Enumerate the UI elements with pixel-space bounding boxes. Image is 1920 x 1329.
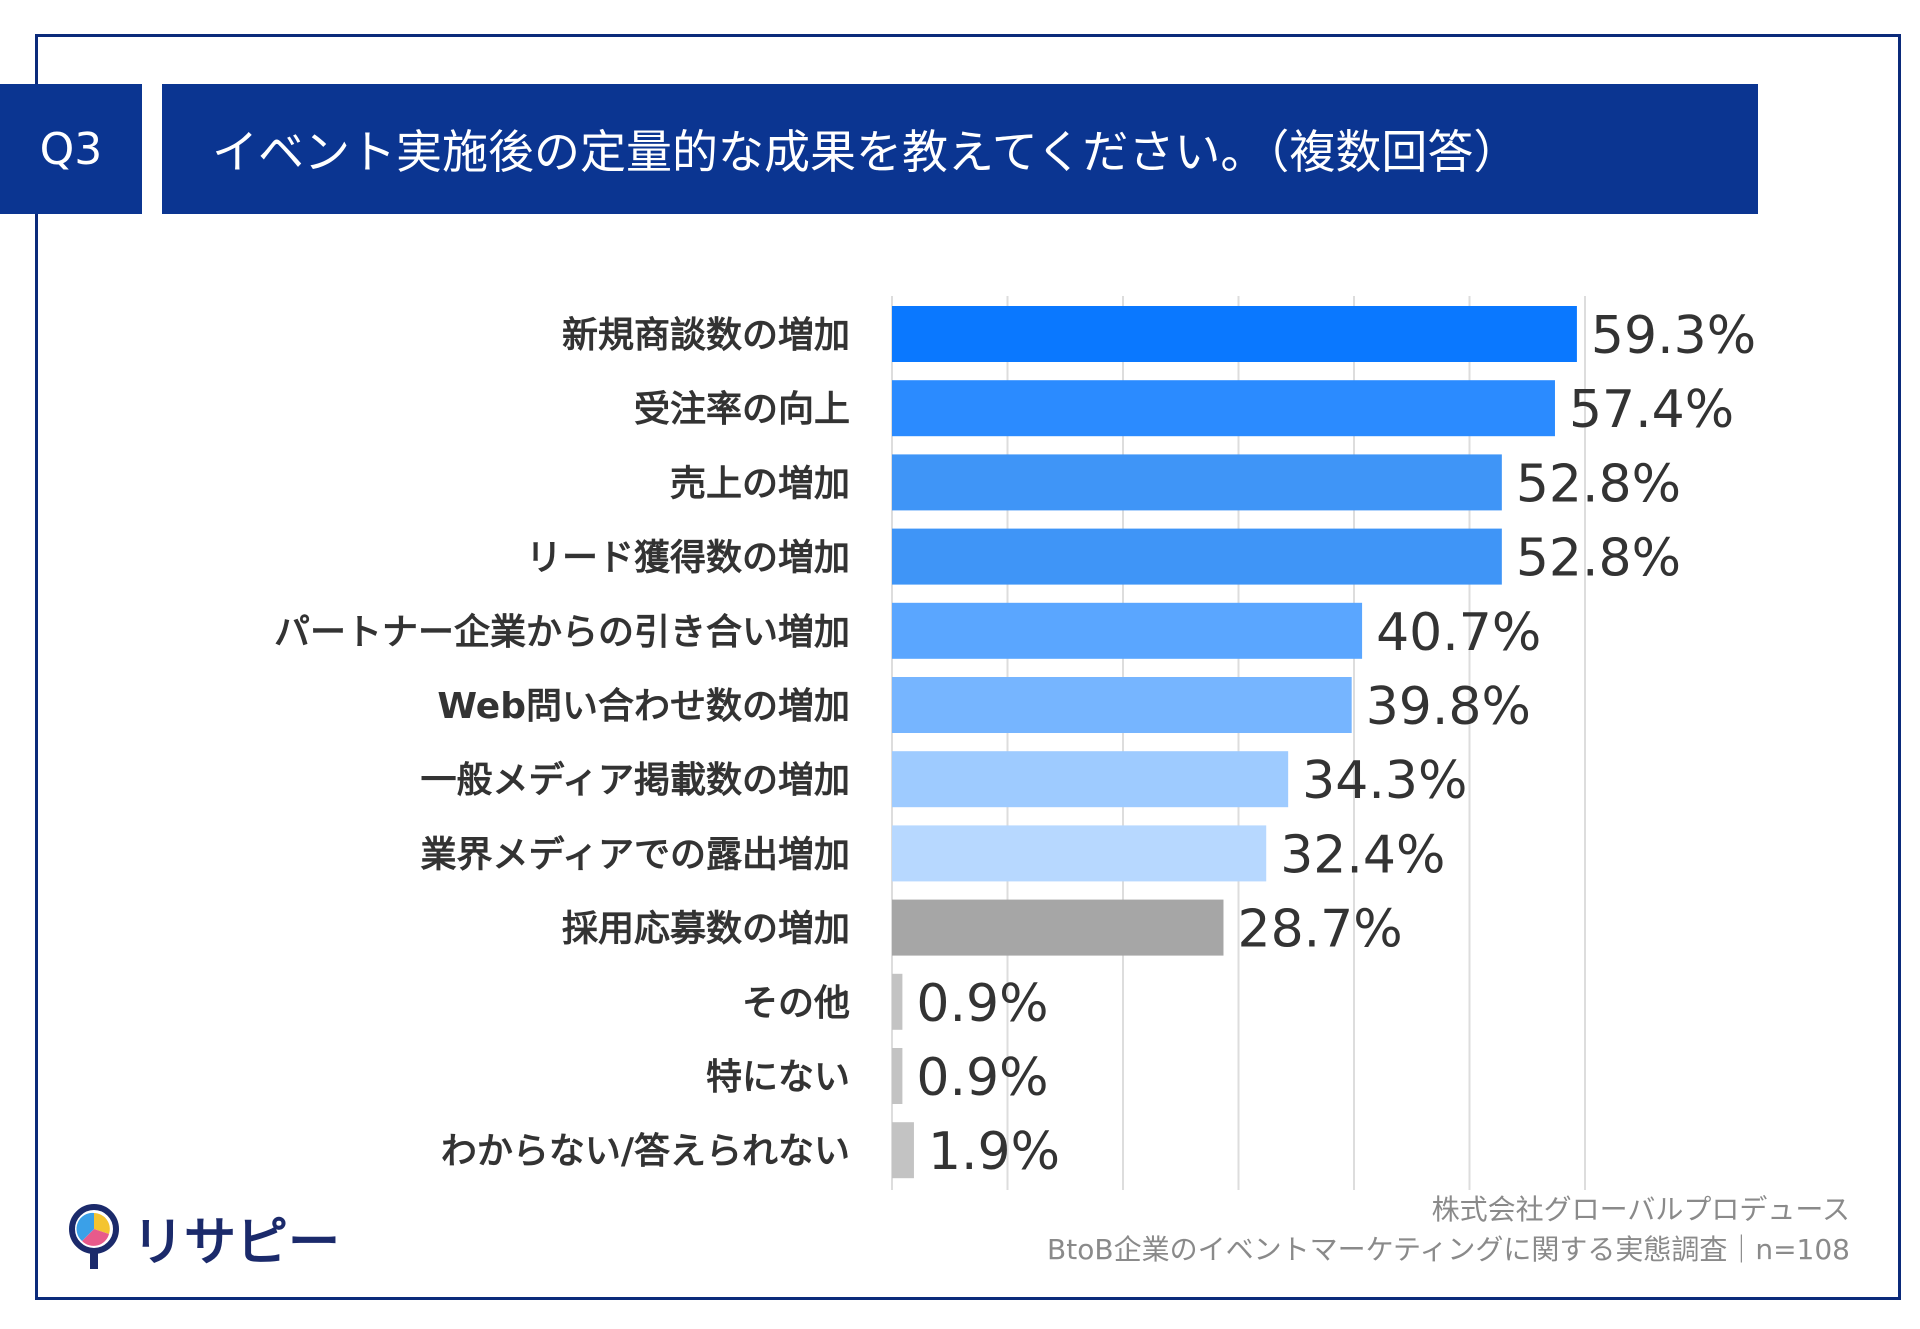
bar <box>892 1048 903 1104</box>
value-label: 28.7% <box>1237 900 1402 960</box>
value-label: 59.3% <box>1591 306 1756 366</box>
category-label: 業界メディアでの露出増加 <box>421 833 850 875</box>
bar <box>892 380 1555 437</box>
value-label: 57.4% <box>1569 380 1734 440</box>
logo-text: リサピー <box>132 1213 341 1273</box>
bar <box>892 528 1502 585</box>
value-label: 40.7% <box>1376 603 1541 663</box>
question-title: イベント実施後の定量的な成果を教えてください。（複数回答） <box>162 84 1758 214</box>
value-label: 52.8% <box>1516 529 1681 589</box>
category-label: 売上の増加 <box>670 463 850 504</box>
value-label: 1.9% <box>928 1122 1060 1182</box>
question-number: Q3 <box>0 84 142 214</box>
value-label: 0.9% <box>916 974 1048 1034</box>
category-label: 受注率の向上 <box>634 389 850 430</box>
bar <box>892 454 1502 511</box>
category-label: パートナー企業からの引き合い増加 <box>274 611 850 653</box>
bar <box>892 677 1352 733</box>
value-label: 52.8% <box>1516 454 1681 514</box>
bar <box>892 973 903 1030</box>
value-label: 0.9% <box>916 1048 1048 1108</box>
bar <box>892 899 1224 956</box>
footer-company: 株式会社グローバルプロデュース <box>1431 1193 1850 1226</box>
category-label: 特にない <box>706 1057 850 1098</box>
category-label: 一般メディア掲載数の増加 <box>421 759 850 801</box>
value-label: 32.4% <box>1280 825 1445 885</box>
bar <box>892 825 1267 882</box>
category-label: その他 <box>742 983 850 1024</box>
category-label: Web問い合わせ数の増加 <box>437 686 850 727</box>
footer: 株式会社グローバルプロデュース BtoB企業のイベントマーケティングに関する実態… <box>1047 1190 1850 1270</box>
category-label: 採用応募数の増加 <box>562 909 850 950</box>
figure-frame <box>35 34 1901 1300</box>
bar <box>892 1122 914 1179</box>
footer-survey: BtoB企業のイベントマーケティングに関する実態調査｜n=108 <box>1047 1233 1850 1266</box>
bar <box>892 306 1577 362</box>
value-label: 34.3% <box>1302 751 1467 811</box>
value-label: 39.8% <box>1366 677 1531 737</box>
brand-logo: リサピー <box>68 1200 340 1275</box>
bar <box>892 751 1289 808</box>
bar <box>892 602 1363 659</box>
pin-logo-icon <box>69 1203 119 1269</box>
category-label: リード獲得数の増加 <box>526 538 850 579</box>
category-label: 新規商談数の増加 <box>562 315 850 356</box>
category-label: わからない/答えられない <box>441 1131 850 1172</box>
